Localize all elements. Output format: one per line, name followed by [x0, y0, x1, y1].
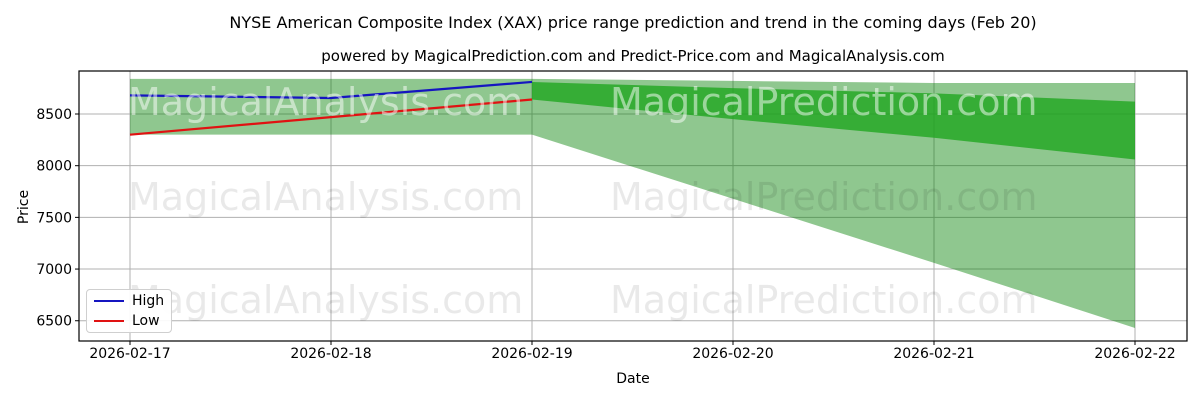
- historical-range-band: [130, 78, 532, 135]
- y-tick-label: 8500: [36, 107, 72, 123]
- axes-frame: [78, 70, 1188, 342]
- x-tick-label: 2026-02-19: [491, 346, 572, 362]
- legend-item-low: Low: [87, 312, 171, 330]
- high-line: [129, 80, 533, 100]
- x-tick-label: 2026-02-18: [290, 346, 371, 362]
- y-tick-label: 8000: [36, 159, 72, 175]
- x-axis-label: Date: [616, 371, 650, 387]
- y-tick-label: 6500: [36, 314, 72, 330]
- low-line-swatch: [94, 320, 124, 322]
- forecast-inner-range-band: [532, 81, 1135, 160]
- y-tick-label: 7500: [36, 210, 72, 226]
- chart-subtitle: powered by MagicalPrediction.com and Pre…: [321, 47, 945, 65]
- y-tick-label: 7000: [36, 262, 72, 278]
- x-tick-label: 2026-02-22: [1094, 346, 1175, 362]
- legend-label: Low: [132, 313, 160, 329]
- legend: High Low: [86, 289, 172, 333]
- legend-item-high: High: [87, 292, 171, 310]
- x-tick-label: 2026-02-21: [893, 346, 974, 362]
- legend-label: High: [132, 293, 165, 309]
- x-tick-label: 2026-02-20: [692, 346, 773, 362]
- x-tick-label: 2026-02-17: [89, 346, 170, 362]
- y-axis-label: Price: [16, 189, 32, 225]
- chart-title: NYSE American Composite Index (XAX) pric…: [229, 13, 1037, 32]
- low-line: [129, 98, 533, 136]
- high-line-swatch: [94, 300, 124, 302]
